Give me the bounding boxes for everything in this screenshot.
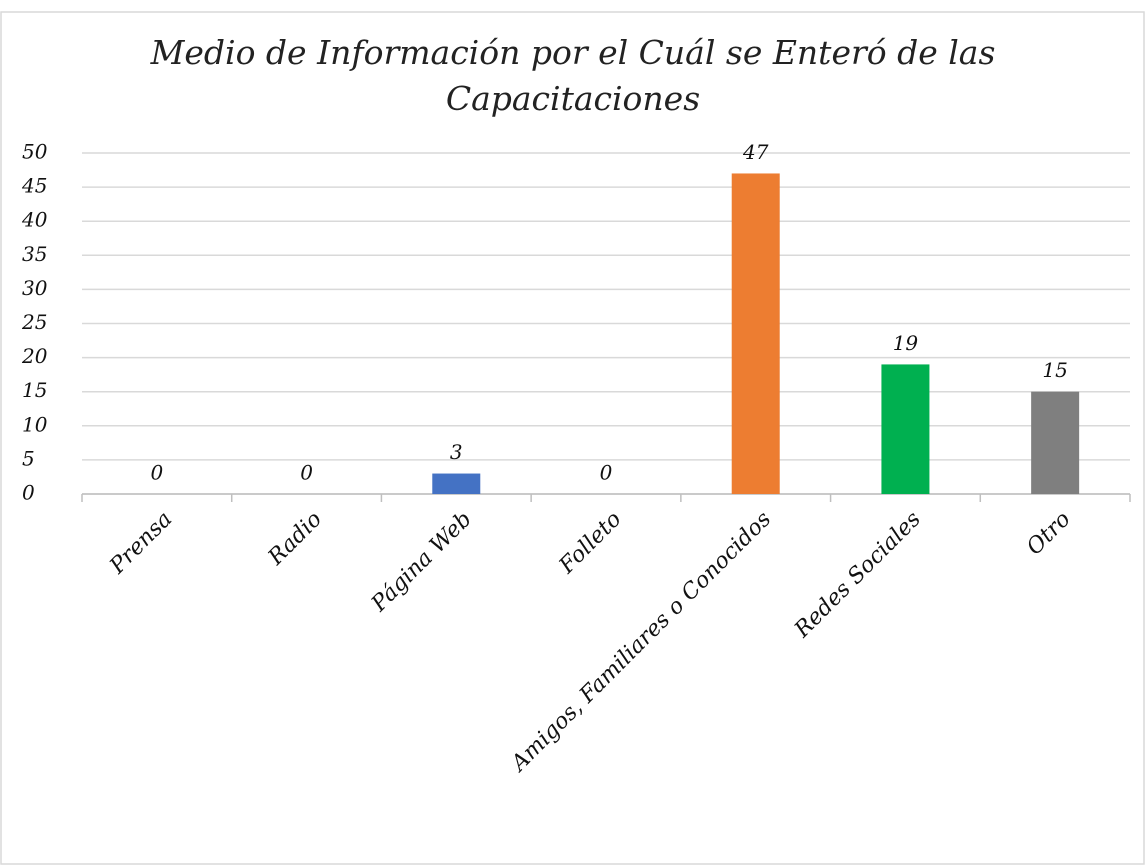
y-tick-label: 15 [22, 378, 47, 402]
bar [432, 473, 481, 494]
x-tick-label: Amigos, Familiares o Conocidos [505, 507, 776, 778]
bar [731, 173, 780, 494]
y-tick-label: 30 [22, 276, 48, 300]
chart-border [0, 11, 1145, 865]
bar [881, 364, 930, 494]
x-tick-label: Radio [263, 507, 327, 571]
chart-title: Medio de Información por el Cuál se Ente… [150, 33, 996, 118]
value-label: 0 [600, 461, 613, 485]
value-label: 19 [893, 331, 919, 355]
x-tick-label: Otro [1022, 507, 1075, 560]
y-tick-label: 45 [21, 174, 47, 198]
y-tick-label: 25 [21, 310, 47, 334]
value-label: 47 [742, 140, 769, 164]
value-label: 0 [150, 461, 163, 485]
y-tick-label: 0 [22, 481, 35, 505]
x-tick-label: Folleto [554, 507, 626, 579]
value-label: 15 [1042, 358, 1067, 382]
value-label: 0 [300, 461, 313, 485]
bar [1031, 391, 1080, 494]
y-tick-label: 20 [21, 344, 48, 368]
y-tick-label: 10 [22, 412, 48, 436]
y-tick-label: 35 [22, 242, 47, 266]
x-tick-label: Página Web [366, 507, 476, 617]
x-tick-label: Prensa [105, 507, 178, 580]
value-label: 3 [450, 440, 463, 464]
y-tick-label: 50 [22, 140, 48, 164]
y-tick-label: 5 [22, 446, 35, 470]
x-tick-label: Redes Sociales [789, 507, 926, 644]
y-tick-label: 40 [21, 208, 48, 232]
